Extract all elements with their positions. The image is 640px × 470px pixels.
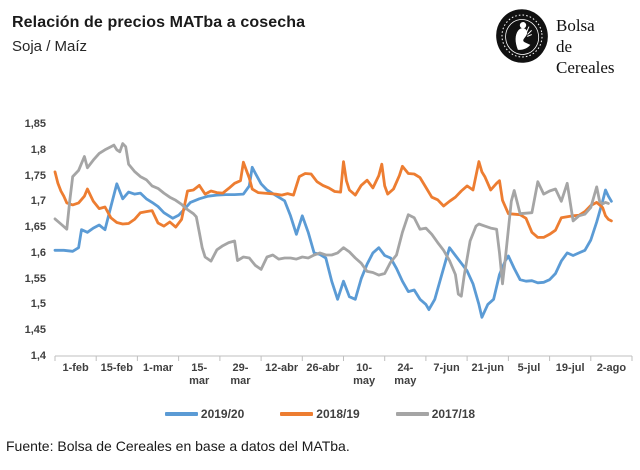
y-axis-label: 1,75 — [24, 169, 46, 182]
y-axis-label: 1,7 — [30, 195, 46, 208]
x-axis-label: 10- may — [353, 362, 376, 387]
legend-label: 2018/19 — [316, 407, 360, 421]
x-axis-label: 15-feb — [100, 362, 134, 374]
bolsa-de-cereales-logo: Bolsa de Cereales — [494, 6, 634, 77]
x-axis-label: 7-jun — [433, 362, 460, 374]
y-axis-label: 1,65 — [24, 221, 46, 234]
legend-line-swatch-gray — [395, 412, 429, 416]
chart-title: Relación de precios MATba a cosecha — [12, 14, 306, 31]
chart-legend: 2019/20 2018/19 2017/18 — [0, 407, 640, 421]
x-axis-label: 1-mar — [143, 362, 174, 374]
series-line-2018/19 — [53, 160, 613, 239]
y-axis-label: 1,55 — [24, 272, 46, 285]
bolsa-emblem-icon — [495, 8, 549, 64]
y-axis-label: 1,6 — [30, 246, 46, 259]
x-axis-label: 1-feb — [62, 362, 89, 374]
x-axis-label: 2-ago — [596, 362, 627, 374]
legend-item-2017-18: 2017/18 — [395, 407, 476, 421]
x-axis-label: 5-jul — [517, 362, 541, 374]
x-axis-label: 12-abr — [265, 362, 299, 374]
source-note: Fuente: Bolsa de Cereales en base a dato… — [6, 438, 350, 454]
series-line-2017/18 — [53, 142, 610, 298]
x-axis-label: 21-jun — [471, 362, 504, 374]
x-axis-label: 15- mar — [189, 362, 210, 387]
legend-item-2019-20: 2019/20 — [164, 407, 245, 421]
legend-item-2018-19: 2018/19 — [280, 407, 360, 421]
y-axis-label: 1,8 — [30, 143, 46, 156]
bolsa-logo-text: Bolsa de Cereales — [556, 15, 634, 78]
legend-line-swatch-orange — [280, 412, 314, 416]
x-axis-label: 19-jul — [555, 362, 585, 374]
logo-line2: de Cereales — [556, 37, 615, 77]
y-axis-label: 1,85 — [24, 118, 46, 130]
legend-label: 2017/18 — [431, 407, 476, 421]
y-axis-label: 1,5 — [30, 298, 46, 311]
x-axis-label: 24- may — [394, 362, 417, 387]
y-axis-label: 1,45 — [24, 324, 46, 337]
y-axis-label: 1,4 — [30, 350, 46, 362]
x-axis-label: 29- mar — [230, 362, 251, 387]
x-axis-label: 26-abr — [306, 362, 340, 374]
legend-line-swatch-blue — [164, 412, 198, 416]
logo-line1: Bolsa — [556, 16, 595, 35]
chart-subtitle: Soja / Maíz — [12, 38, 88, 55]
series-line-2019/20 — [53, 165, 613, 319]
legend-label: 2019/20 — [200, 407, 245, 421]
